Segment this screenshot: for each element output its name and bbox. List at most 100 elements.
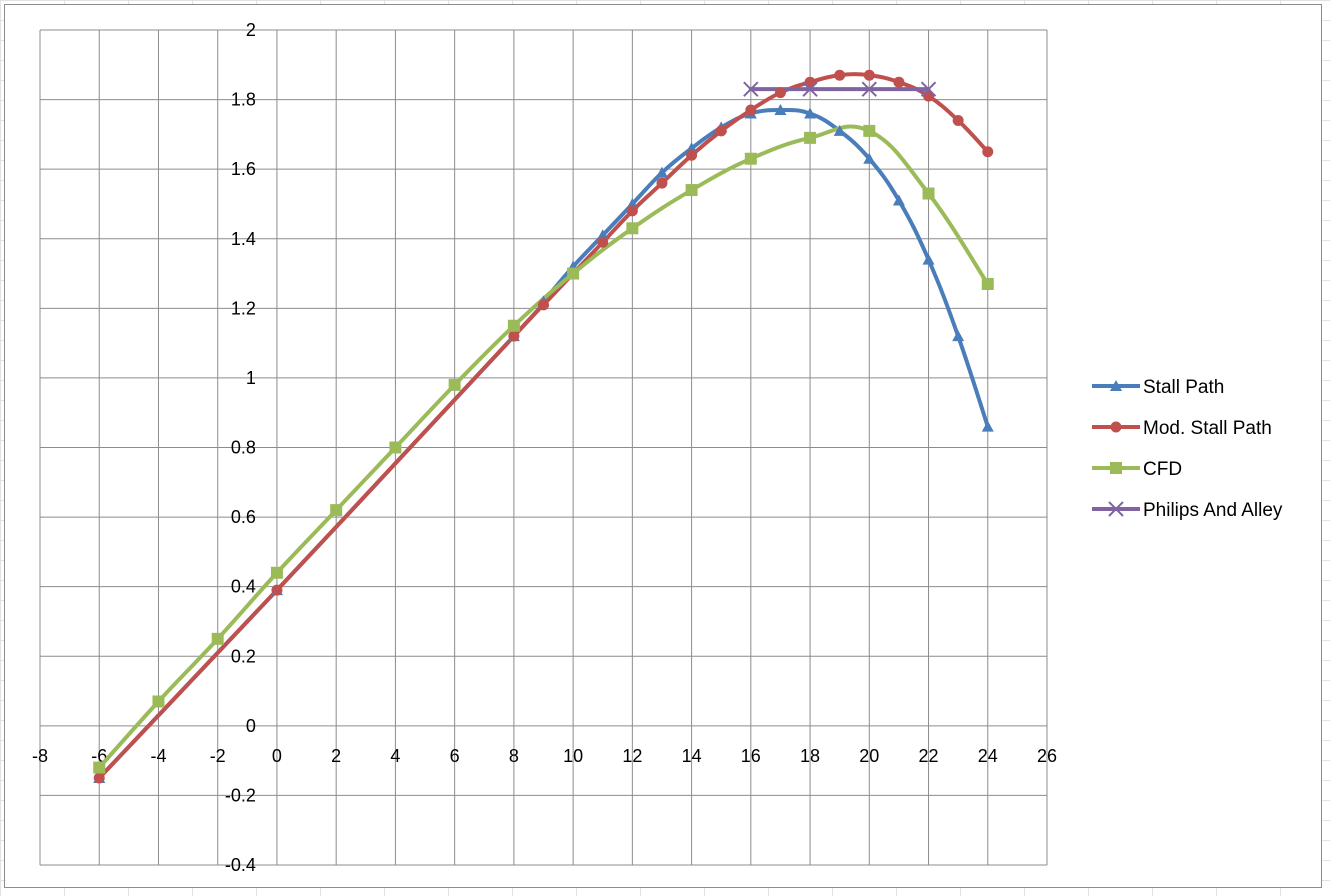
y-tick-label: -0.4 (225, 855, 256, 875)
data-point-mod-stall-path (626, 205, 638, 217)
data-point-philips-and-alley (743, 81, 759, 97)
data-point-stall-path (655, 166, 668, 178)
legend-item-philips-and-alley: Philips And Alley (1092, 500, 1283, 521)
y-tick-label: 1.8 (231, 90, 256, 110)
data-point-stall-path (952, 330, 965, 342)
x-tick-label: -2 (210, 746, 226, 766)
data-point-mod-stall-path (715, 125, 727, 137)
data-point-mod-stall-path (508, 330, 520, 342)
data-point-stall-path (981, 420, 994, 432)
data-point-philips-and-alley (802, 81, 818, 97)
x-axis-tick-labels: -8 -6 -4 -2 0 2 4 6 8 10 12 14 16 18 20 22 24 26 (32, 746, 1057, 766)
data-point-mod-stall-path (271, 584, 283, 596)
legend-swatch-marker (1110, 421, 1122, 433)
y-tick-label: 0.4 (231, 577, 256, 597)
data-point-cfd (685, 184, 698, 197)
data-point-stall-path (685, 142, 698, 154)
data-point-mod-stall-path (804, 76, 816, 88)
data-point-mod-stall-path (952, 114, 964, 126)
x-tick-label: 22 (919, 746, 939, 766)
x-tick-label: -8 (32, 746, 48, 766)
data-point-mod-stall-path (893, 76, 905, 88)
data-point-mod-stall-path (923, 90, 935, 102)
data-point-cfd (804, 131, 817, 144)
data-point-stall-path (922, 253, 935, 265)
data-point-cfd (389, 441, 402, 454)
legend-label: CFD (1143, 459, 1182, 480)
y-tick-label: 0 (246, 716, 256, 736)
legend: Stall Path Mod. Stall Path CFD Philips And … (1092, 377, 1283, 521)
data-point-mod-stall-path (834, 69, 846, 81)
data-point-cfd (507, 319, 520, 332)
legend-item-cfd: CFD (1092, 459, 1182, 480)
gridlines (39, 29, 1048, 866)
legend-swatch-marker (1108, 501, 1124, 517)
data-point-cfd (567, 267, 580, 280)
x-tick-label: 14 (682, 746, 702, 766)
data-point-stall-path (626, 197, 639, 209)
y-tick-label: 1.2 (231, 298, 256, 318)
data-point-cfd (981, 277, 994, 290)
x-tick-label: -4 (150, 746, 166, 766)
data-point-stall-path (596, 229, 609, 241)
data-point-stall-path (833, 124, 846, 136)
x-tick-label: 26 (1037, 746, 1057, 766)
data-point-mod-stall-path (93, 772, 105, 784)
data-point-cfd (863, 124, 876, 137)
data-point-mod-stall-path (656, 177, 668, 189)
x-tick-label: 4 (390, 746, 400, 766)
y-tick-label: 1.6 (231, 159, 256, 179)
x-tick-label: 12 (622, 746, 642, 766)
series-markers (93, 69, 994, 784)
y-tick-label: 0.6 (231, 507, 256, 527)
data-point-philips-and-alley (920, 81, 937, 97)
y-tick-label: 0.2 (231, 646, 256, 666)
x-tick-label: 10 (563, 746, 583, 766)
x-tick-label: 8 (509, 746, 519, 766)
data-point-mod-stall-path (597, 236, 609, 248)
series-line-mod-stall-path (97, 72, 990, 781)
legend-swatch-marker (1110, 462, 1122, 474)
data-point-stall-path (892, 194, 905, 206)
legend-label: Philips And Alley (1143, 500, 1283, 521)
legend-label: Mod. Stall Path (1143, 418, 1272, 439)
x-tick-label: 0 (272, 746, 282, 766)
data-point-mod-stall-path (982, 146, 994, 158)
x-tick-label: 2 (331, 746, 341, 766)
y-tick-label: 1.4 (231, 229, 256, 249)
data-point-cfd (626, 222, 639, 235)
data-point-cfd (211, 632, 224, 645)
y-tick-label: 2 (246, 20, 256, 40)
data-point-cfd (922, 187, 935, 200)
series-line-cfd (97, 124, 990, 770)
legend-swatch-marker (1110, 380, 1122, 391)
legend-label: Stall Path (1143, 377, 1224, 398)
series-lines (97, 72, 990, 781)
data-point-cfd (270, 566, 283, 579)
data-point-cfd (330, 504, 343, 517)
data-point-stall-path (804, 107, 817, 119)
y-tick-label: 0.8 (231, 438, 256, 458)
data-point-mod-stall-path (538, 299, 549, 311)
data-point-mod-stall-path (686, 149, 698, 161)
data-point-mod-stall-path (745, 104, 757, 116)
x-tick-label: 18 (800, 746, 820, 766)
data-point-mod-stall-path (863, 69, 875, 81)
legend-item-stall-path: Stall Path (1092, 377, 1224, 398)
data-point-cfd (152, 695, 165, 708)
chart-area[interactable] (4, 4, 1322, 888)
y-tick-label: 1 (246, 368, 256, 388)
data-point-stall-path (774, 104, 787, 116)
y-axis-tick-labels: 2 1.8 1.6 1.4 1.2 1 0.8 0.6 0.4 0.2 0 -0.2 -0.4 (225, 20, 256, 875)
data-point-cfd (93, 761, 106, 774)
legend-item-mod-stall-path: Mod. Stall Path (1092, 418, 1272, 439)
data-point-stall-path (863, 152, 876, 164)
data-point-philips-and-alley (861, 81, 878, 97)
x-tick-label: 16 (741, 746, 761, 766)
data-point-cfd (744, 152, 757, 165)
x-tick-label: 6 (450, 746, 460, 766)
y-tick-label: -0.2 (225, 785, 256, 805)
x-tick-label: 24 (978, 746, 998, 766)
data-point-cfd (448, 378, 461, 391)
